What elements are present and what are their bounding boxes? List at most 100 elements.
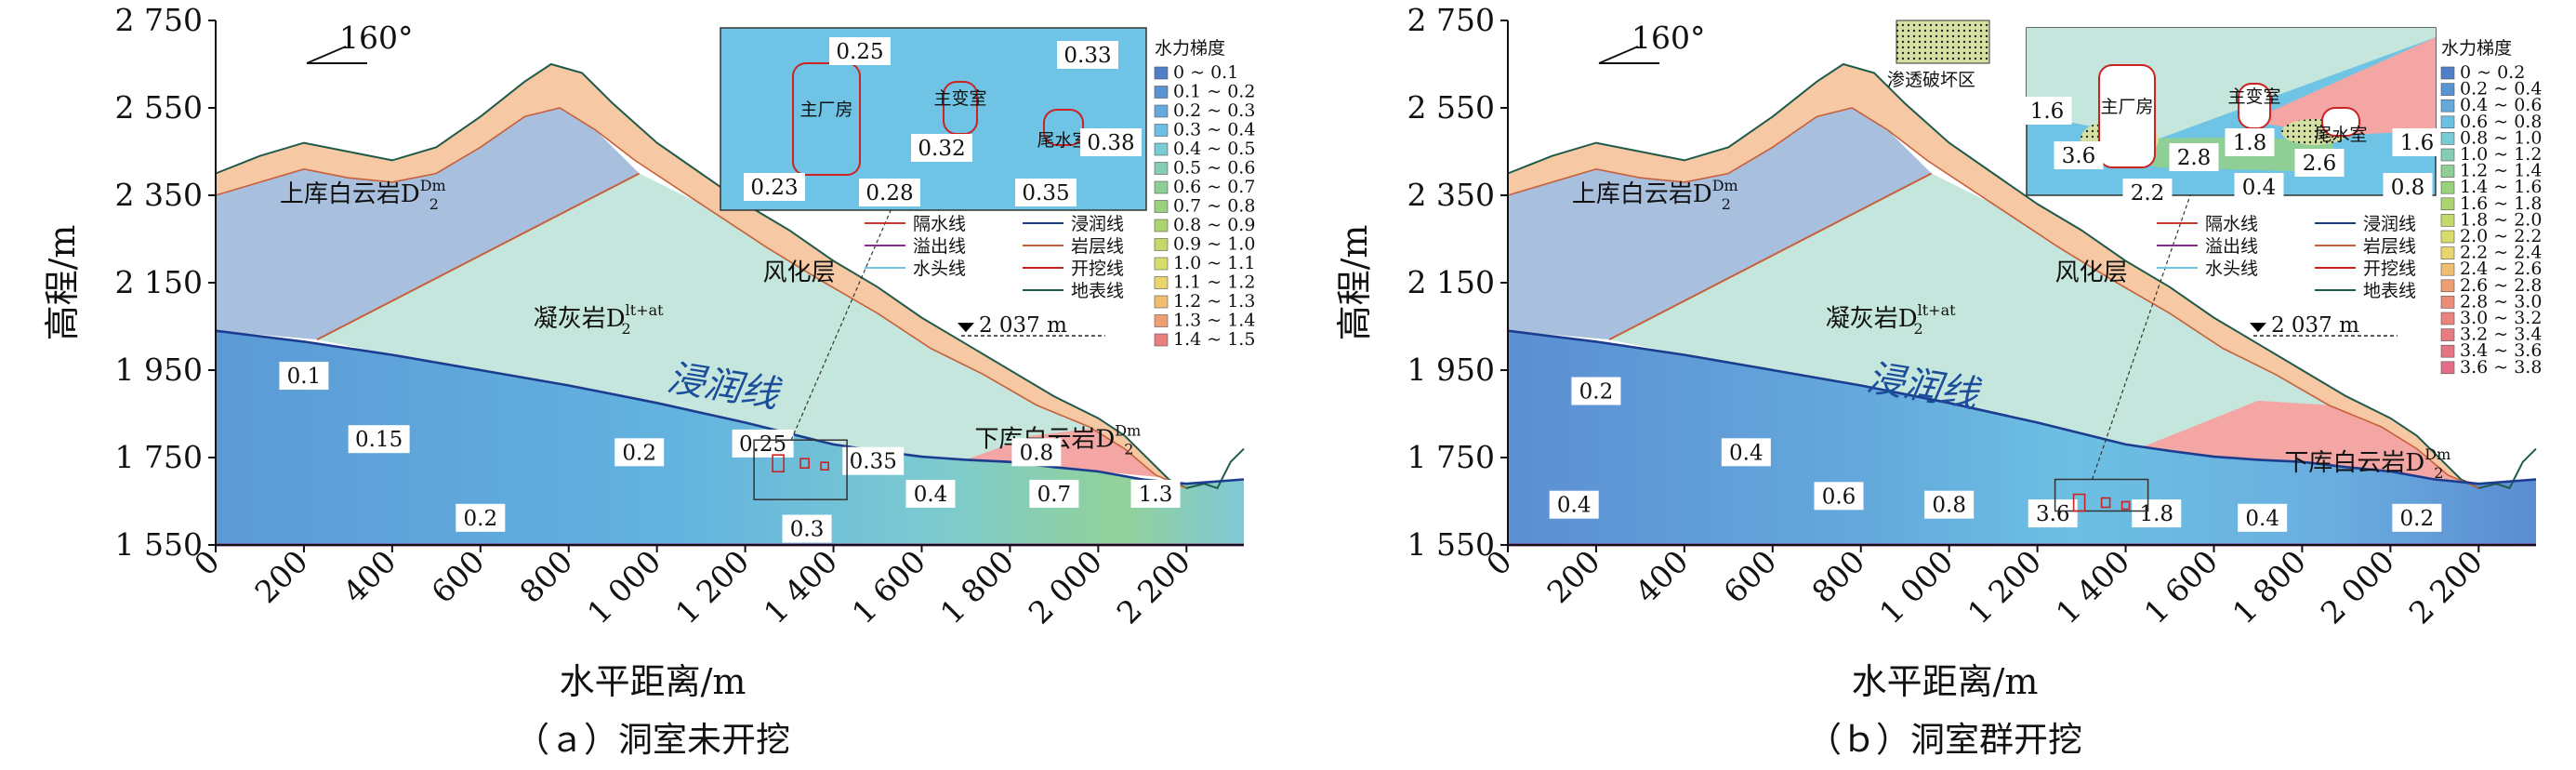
line-legend-label: 开挖线 (2363, 259, 2416, 279)
inset-value-label-bg (2225, 128, 2275, 156)
inset-value-label-bg (1080, 128, 1142, 156)
color-legend-swatch (1154, 238, 1169, 251)
y-tick-label: 2 550 (115, 89, 203, 126)
color-legend-label: 1.8 ~ 2.0 (2460, 209, 2542, 230)
gradient-value-label-bg (2132, 499, 2182, 528)
line-legend-label: 地表线 (1071, 281, 1124, 301)
color-legend-swatch (2440, 279, 2455, 293)
y-tick-label: 2 350 (1407, 177, 1495, 213)
color-legend-label: 0.1 ~ 0.2 (1173, 82, 1255, 102)
cavern-room-label: 主厂房 (2100, 97, 2153, 117)
gradient-value-label-bg (1029, 479, 1079, 508)
color-legend-label: 0 ~ 0.1 (1173, 62, 1238, 83)
inset-value-label-bg (2294, 149, 2345, 177)
color-legend-label: 2.8 ~ 3.0 (2460, 291, 2542, 312)
gradient-value-label-bg (2028, 499, 2078, 528)
x-tick-label: 1 800 (933, 543, 1021, 631)
inset-value-label: 0.32 (918, 137, 965, 161)
line-legend-label: 岩层线 (1071, 236, 1124, 257)
color-legend-swatch (2440, 66, 2455, 80)
gradient-value-label: 0.6 (1822, 485, 1856, 509)
gradient-value-label-bg (1011, 438, 1062, 467)
x-axis-title: 水平距离/m (560, 661, 746, 702)
cavern-room-label: 主厂房 (799, 100, 852, 120)
gradient-value-label-bg (1571, 377, 1621, 405)
inset-leader-line (2092, 194, 2191, 480)
color-legend-swatch (2440, 262, 2455, 276)
x-tick-label: 800 (1804, 543, 1871, 610)
x-tick-label: 2 200 (1110, 543, 1197, 631)
line-legend-label: 溢出线 (2205, 236, 2258, 257)
gradient-value-label-bg (279, 362, 329, 391)
color-legend-label: 1.2 ~ 1.4 (2460, 161, 2542, 181)
color-legend-label: 3.6 ~ 3.8 (2460, 357, 2542, 378)
color-legend-swatch (2440, 115, 2455, 129)
gradient-value-label-bg (732, 429, 794, 458)
line-legend-label: 水头线 (2205, 259, 2258, 279)
color-legend-label: 1.4 ~ 1.6 (2460, 177, 2542, 197)
color-legend-label: 3.0 ~ 3.2 (2460, 308, 2542, 328)
x-tick-label: 1 200 (1961, 543, 2048, 631)
x-tick-label: 1 400 (757, 543, 844, 631)
color-legend-label: 0.8 ~ 0.9 (1173, 215, 1255, 235)
inset-value-label-bg (744, 173, 805, 201)
x-tick-label: 200 (247, 543, 314, 610)
color-legend-label: 1.2 ~ 1.3 (1173, 291, 1255, 312)
color-legend-swatch (2440, 296, 2455, 309)
surface-line (1507, 62, 2537, 490)
gradient-value-label: 0.4 (2245, 507, 2279, 531)
x-tick-label: 600 (1716, 543, 1783, 610)
gradient-value-label: 3.6 (2036, 502, 2070, 526)
gradient-value-label: 0.2 (2400, 507, 2435, 531)
color-legend-label: 0.3 ~ 0.4 (1173, 120, 1255, 140)
saturated-zone (216, 330, 1244, 545)
water-level-icon (957, 323, 974, 333)
gradient-value-label-bg (456, 503, 506, 532)
cavern-outline (792, 62, 861, 176)
color-legend-swatch (2440, 312, 2455, 325)
color-legend-swatch (1154, 180, 1169, 194)
upper-dolomite-zone (1508, 108, 1932, 340)
lower-dolomite-zone (2143, 400, 2479, 485)
gradient-value-label: 1.8 (2139, 502, 2173, 526)
saturated-zone (1508, 330, 2536, 545)
gradient-value-label: 0.8 (1932, 494, 1966, 518)
inset-value-label: 1.6 (2030, 100, 2065, 124)
line-legend-label: 溢出线 (913, 236, 966, 257)
color-legend-title: 水力梯度 (2441, 38, 2512, 59)
gradient-value-label-bg (1549, 490, 1599, 519)
gradient-value-label: 0.25 (739, 432, 786, 457)
color-legend-swatch (1154, 86, 1169, 99)
cavern-region-box (753, 439, 848, 500)
inset-value-label-bg (2122, 179, 2173, 206)
gradient-value-label: 0.1 (287, 365, 322, 389)
x-tick-label: 1 600 (2137, 543, 2225, 631)
color-legend-swatch (1154, 66, 1169, 80)
seepage-legend-label: 渗透破坏区 (1887, 70, 1975, 90)
inset-leader-line (790, 209, 892, 441)
line-legend-label: 开挖线 (1071, 259, 1124, 279)
color-legend-swatch (2440, 361, 2455, 375)
line-legend-label: 岩层线 (2363, 236, 2416, 257)
tuff-label: 凝灰岩Dlt+at 2 (534, 301, 664, 338)
inset-value-label: 0.25 (836, 40, 883, 64)
inset-value-label-bg (2383, 173, 2433, 201)
color-legend-label: 0.2 ~ 0.4 (2460, 79, 2542, 100)
inset-value-label-bg (2054, 141, 2104, 169)
color-legend-swatch (1154, 162, 1169, 175)
color-legend-swatch (2440, 99, 2455, 113)
line-legend-label: 隔水线 (913, 214, 966, 234)
color-legend-swatch (2440, 83, 2455, 96)
color-legend-swatch (1154, 333, 1169, 347)
inset-value-label: 3.6 (2062, 144, 2096, 168)
inset-value-label-bg (911, 134, 972, 162)
y-axis-title: 高程/m (1334, 225, 1375, 341)
line-legend-label: 隔水线 (2205, 214, 2258, 234)
color-legend-swatch (2440, 165, 2455, 178)
color-legend-swatch (2440, 197, 2455, 211)
gradient-value-label: 0.2 (622, 441, 656, 465)
inset-value-label: 0.28 (865, 181, 913, 206)
y-tick-label: 1 750 (1407, 439, 1495, 475)
x-tick-label: 400 (1628, 543, 1695, 610)
x-tick-label: 800 (512, 543, 579, 610)
